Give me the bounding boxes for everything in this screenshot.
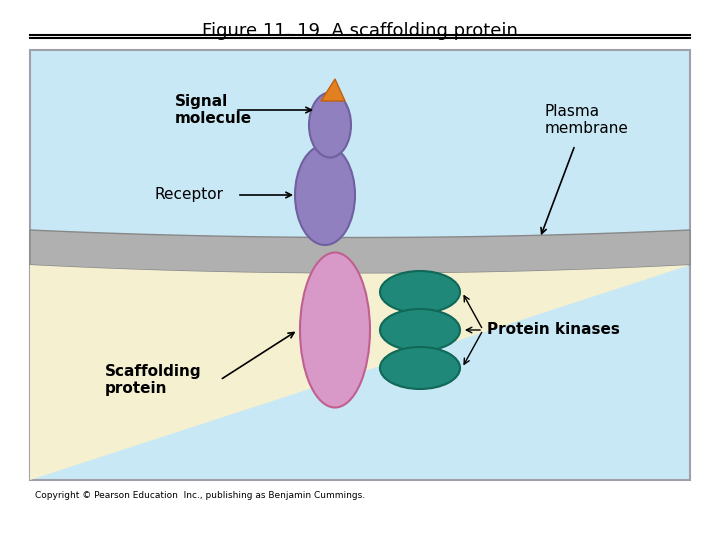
Text: Copyright © Pearson Education  Inc., publishing as Benjamin Cummings.: Copyright © Pearson Education Inc., publ…: [35, 490, 365, 500]
Polygon shape: [30, 230, 690, 273]
Polygon shape: [321, 79, 345, 101]
Polygon shape: [30, 50, 690, 480]
Text: Signal
molecule: Signal molecule: [175, 94, 252, 126]
Ellipse shape: [380, 309, 460, 351]
Text: Protein kinases: Protein kinases: [487, 322, 620, 338]
Text: Receptor: Receptor: [155, 187, 224, 202]
Ellipse shape: [380, 271, 460, 313]
Polygon shape: [30, 265, 690, 480]
Ellipse shape: [309, 92, 351, 158]
Text: Figure 11. 19  A scaffolding protein: Figure 11. 19 A scaffolding protein: [202, 22, 518, 40]
Text: Plasma
membrane: Plasma membrane: [545, 104, 629, 136]
Ellipse shape: [295, 145, 355, 245]
Ellipse shape: [380, 347, 460, 389]
Text: Scaffolding
protein: Scaffolding protein: [105, 364, 202, 396]
Ellipse shape: [300, 253, 370, 408]
